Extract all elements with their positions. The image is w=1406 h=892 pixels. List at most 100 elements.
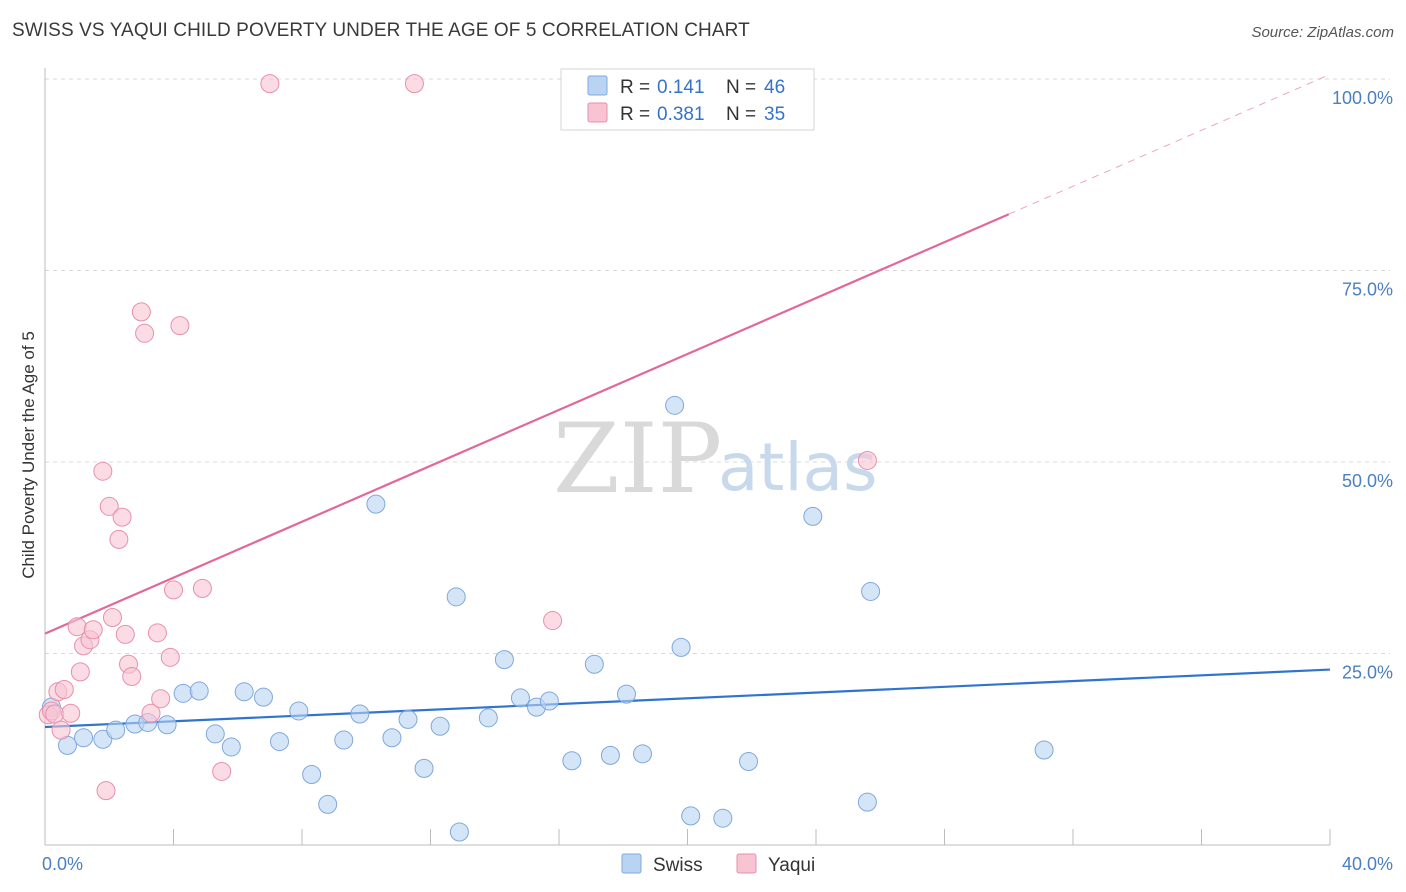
data-points bbox=[38, 74, 1054, 842]
swiss-point bbox=[106, 720, 126, 740]
yaqui-point bbox=[543, 611, 563, 631]
yaqui-point bbox=[260, 74, 280, 94]
bottom-legend-swatch-yaqui bbox=[736, 853, 757, 874]
yaqui-point bbox=[212, 761, 232, 781]
legend-swiss-r-label: R = bbox=[620, 77, 650, 98]
yaqui-point bbox=[122, 666, 142, 686]
chart-source: Source: ZipAtlas.com bbox=[1251, 24, 1394, 41]
y-tick-label-75: 75.0% bbox=[1342, 280, 1393, 300]
yaqui-point bbox=[151, 689, 171, 709]
swiss-point bbox=[681, 806, 701, 826]
bottom-legend: Swiss Yaqui bbox=[621, 853, 815, 876]
yaqui-point bbox=[141, 703, 161, 723]
yaqui-point bbox=[115, 624, 135, 644]
legend-yaqui-n-value: 35 bbox=[764, 104, 785, 125]
swiss-point bbox=[562, 751, 582, 771]
legend-swatch-swiss bbox=[587, 75, 608, 96]
swiss-point bbox=[430, 716, 450, 736]
swiss-point bbox=[633, 744, 653, 764]
legend-swiss-n-label: N = bbox=[726, 77, 756, 98]
x-tick-label-0: 0.0% bbox=[42, 854, 83, 874]
yaqui-point bbox=[164, 580, 183, 600]
swiss-point bbox=[189, 681, 209, 701]
swiss-point bbox=[366, 494, 386, 514]
swiss-trend-line bbox=[44, 668, 1331, 729]
yaqui-point bbox=[170, 316, 190, 336]
swiss-point bbox=[382, 728, 402, 748]
swiss-point bbox=[803, 506, 823, 526]
yaqui-point bbox=[131, 302, 151, 322]
swiss-point bbox=[234, 682, 254, 702]
swiss-point bbox=[665, 395, 685, 415]
swiss-point bbox=[253, 687, 273, 707]
swiss-point bbox=[93, 729, 113, 749]
swiss-point bbox=[289, 701, 309, 721]
yaqui-point bbox=[93, 461, 113, 481]
legend-yaqui-r-value: 0.381 bbox=[657, 104, 705, 125]
swiss-point bbox=[713, 808, 733, 828]
legend: R = 0.141 N = 46 R = 0.381 N = 35 bbox=[560, 68, 815, 131]
swiss-point bbox=[861, 581, 881, 601]
yaqui-trend-line-extrapolated bbox=[1008, 73, 1331, 215]
bottom-legend-swatch-swiss bbox=[621, 853, 642, 874]
swiss-point bbox=[270, 732, 290, 752]
swiss-point bbox=[414, 758, 434, 778]
y-tick-label-50: 50.0% bbox=[1342, 471, 1393, 491]
yaqui-point bbox=[51, 720, 71, 740]
swiss-point bbox=[334, 730, 354, 750]
yaqui-point bbox=[45, 704, 65, 724]
legend-swiss-r-value: 0.141 bbox=[657, 77, 705, 98]
chart-title: SWISS VS YAQUI CHILD POVERTY UNDER THE A… bbox=[12, 20, 750, 41]
x-tick-label-40: 40.0% bbox=[1342, 854, 1393, 874]
swiss-point bbox=[494, 650, 514, 670]
bottom-legend-yaqui-label: Yaqui bbox=[768, 855, 815, 876]
yaqui-trend-line bbox=[44, 213, 1010, 635]
legend-swiss-n-value: 46 bbox=[764, 77, 785, 98]
yaqui-point bbox=[61, 703, 81, 723]
yaqui-point bbox=[112, 507, 132, 527]
yaqui-point bbox=[160, 647, 180, 667]
swiss-point bbox=[446, 587, 466, 607]
swiss-point bbox=[449, 822, 469, 842]
watermark: ZIP atlas bbox=[553, 403, 878, 515]
gridlines bbox=[45, 78, 1390, 654]
swiss-point bbox=[398, 709, 418, 729]
swiss-point bbox=[205, 724, 225, 744]
legend-yaqui-n-label: N = bbox=[726, 104, 756, 125]
swiss-point bbox=[157, 715, 177, 735]
yaqui-point bbox=[83, 620, 103, 640]
tick-labels: 25.0% 50.0% 75.0% 100.0% 0.0% 40.0% bbox=[42, 88, 1393, 874]
swiss-point bbox=[510, 688, 530, 708]
swiss-point bbox=[584, 654, 604, 674]
swiss-point bbox=[302, 765, 322, 785]
watermark-atlas: atlas bbox=[718, 429, 878, 506]
yaqui-point bbox=[109, 529, 129, 549]
legend-swatch-yaqui bbox=[587, 102, 608, 123]
swiss-point bbox=[739, 752, 759, 772]
yaqui-point bbox=[96, 781, 116, 801]
swiss-point bbox=[221, 737, 241, 757]
legend-yaqui-r-label: R = bbox=[620, 104, 650, 125]
yaqui-point bbox=[70, 662, 90, 682]
swiss-point bbox=[671, 637, 691, 657]
swiss-point bbox=[616, 684, 636, 704]
yaqui-point bbox=[135, 323, 155, 343]
swiss-point bbox=[539, 691, 559, 711]
y-tick-label-25: 25.0% bbox=[1342, 663, 1393, 683]
swiss-point bbox=[600, 745, 620, 765]
yaqui-point bbox=[54, 680, 74, 700]
yaqui-point bbox=[192, 578, 212, 598]
swiss-point bbox=[350, 704, 370, 724]
swiss-point bbox=[1034, 740, 1054, 760]
yaqui-point bbox=[99, 496, 119, 516]
watermark-zip: ZIP bbox=[553, 403, 722, 515]
swiss-point bbox=[173, 683, 193, 703]
swiss-point bbox=[74, 728, 94, 748]
y-axis-title: Child Poverty Under the Age of 5 bbox=[19, 331, 38, 579]
swiss-point bbox=[857, 792, 877, 812]
trend-lines bbox=[44, 73, 1331, 729]
yaqui-point bbox=[857, 450, 877, 470]
yaqui-point bbox=[102, 607, 122, 627]
bottom-legend-swiss-label: Swiss bbox=[653, 855, 703, 876]
